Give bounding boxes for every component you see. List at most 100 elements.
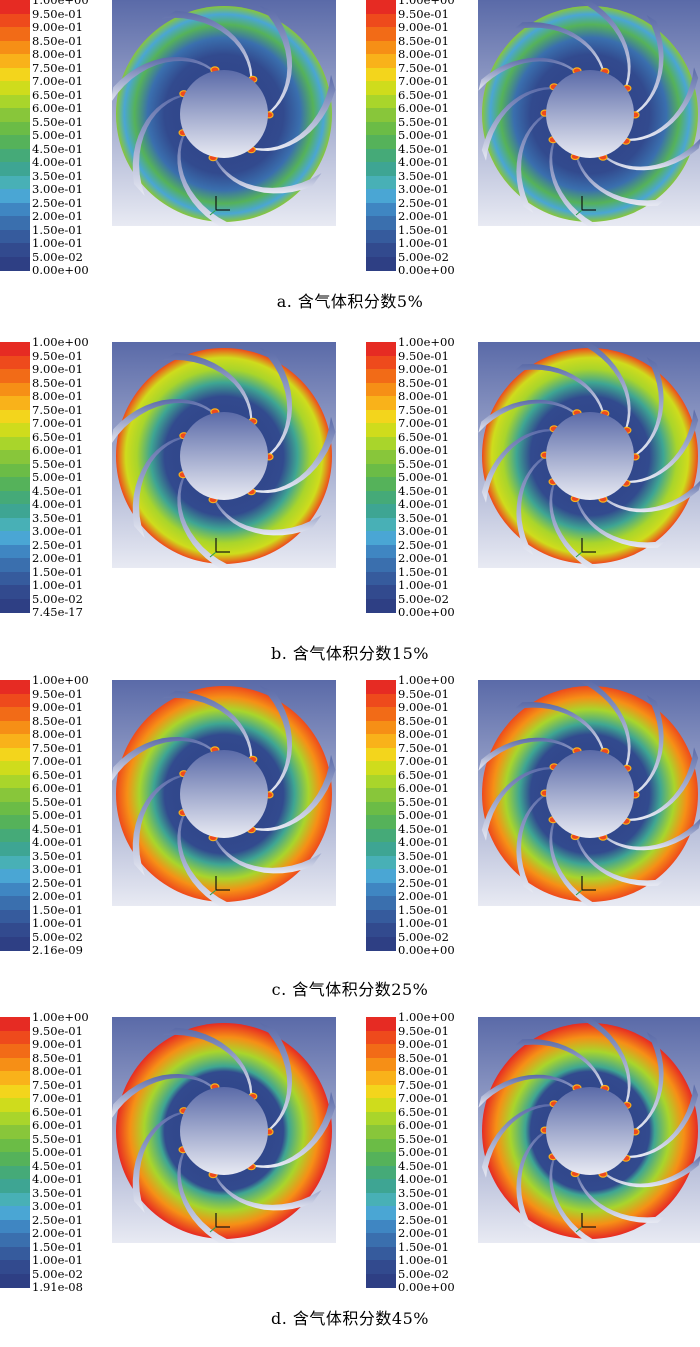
colorbar-segment bbox=[366, 202, 396, 217]
colorbar-segment bbox=[0, 490, 30, 505]
figure-row-d: 1.00e+00 9.50e-01 9.00e-01 8.50e-01 8.00e-01… bbox=[0, 1011, 700, 1347]
colorbar-tick-label: 5.00e-02 bbox=[32, 929, 83, 944]
axis-triad-icon bbox=[209, 1213, 230, 1233]
colorbar-tick-label: 1.00e+00 bbox=[32, 0, 89, 7]
colorbar-tick-label: 0.00e+00 bbox=[398, 263, 455, 277]
colorbar-segment bbox=[366, 585, 396, 599]
colorbar-tick-label: 7.50e-01 bbox=[32, 402, 83, 417]
colorbar-tick-label: 7.00e-01 bbox=[32, 1091, 83, 1105]
colorbar-segment bbox=[366, 828, 396, 843]
colorbar-segment bbox=[366, 1098, 396, 1112]
blade bbox=[161, 352, 253, 425]
blade bbox=[575, 1170, 667, 1223]
blade bbox=[601, 138, 700, 171]
colorbar-segment bbox=[0, 94, 30, 109]
colorbar-tick-label: 1.50e-01 bbox=[398, 222, 449, 237]
colorbar-segment bbox=[366, 504, 396, 518]
blade bbox=[478, 737, 579, 771]
colorbar-segment bbox=[0, 855, 30, 870]
colorbar-segment bbox=[0, 1206, 30, 1220]
blade bbox=[112, 57, 217, 101]
colorbar-tick-label: 6.00e-01 bbox=[32, 781, 83, 795]
colorbar-segment bbox=[0, 436, 30, 451]
colorbar-tick-label: 4.00e-01 bbox=[32, 155, 83, 169]
colorbar-segment bbox=[0, 693, 30, 708]
blade bbox=[132, 435, 188, 538]
colorbar-tick-label: 3.50e-01 bbox=[32, 168, 83, 183]
colorbar-segment bbox=[366, 1179, 396, 1193]
colorbar-tick-label: 3.50e-01 bbox=[398, 168, 449, 183]
colorbar-tick-label: 6.00e-01 bbox=[398, 1118, 449, 1132]
blade bbox=[478, 57, 579, 91]
colorbar-tick-label: 0.00e+00 bbox=[398, 605, 455, 619]
colorbar-segment bbox=[366, 450, 396, 464]
colorbar-segment bbox=[0, 135, 30, 149]
blade bbox=[481, 1104, 558, 1178]
colorbar-tick-label: 4.50e-01 bbox=[398, 141, 449, 156]
colorbar-segment bbox=[366, 815, 396, 829]
colorbar-tick-label: 2.00e-01 bbox=[398, 889, 449, 903]
colorbar-tick-label: 5.00e-02 bbox=[398, 591, 449, 606]
colorbar-tick-label: 7.50e-01 bbox=[398, 402, 449, 417]
colorbar-tick-label: 2.50e-01 bbox=[32, 1212, 83, 1227]
colorbar-segment bbox=[0, 896, 30, 910]
colorbar-segment bbox=[366, 27, 396, 41]
colorbar-tick-label: 6.00e-01 bbox=[32, 101, 83, 115]
blade bbox=[478, 399, 579, 433]
colorbar-tick-label: 6.00e-01 bbox=[398, 101, 449, 115]
colorbar-tick-label: 4.50e-01 bbox=[398, 483, 449, 498]
colorbar-segment bbox=[0, 81, 30, 95]
impeller-contour-right bbox=[478, 342, 700, 568]
axis-triad-icon bbox=[575, 538, 596, 558]
blade bbox=[631, 1032, 664, 1134]
colorbar-segment bbox=[0, 1246, 30, 1261]
colorbar-segment bbox=[366, 436, 396, 451]
impeller-contour bbox=[478, 680, 700, 906]
colorbar-segment bbox=[366, 869, 396, 883]
colorbar-tick-label: 9.00e-01 bbox=[32, 1037, 83, 1051]
colorbar-segment bbox=[366, 1192, 396, 1207]
colorbar-segment bbox=[366, 1273, 396, 1288]
blade bbox=[132, 773, 188, 876]
colorbar-tick-label: 6.00e-01 bbox=[398, 781, 449, 795]
blade bbox=[601, 480, 700, 513]
colorbar-segment bbox=[366, 680, 396, 694]
colorbar-segment bbox=[366, 909, 396, 924]
colorbar-segment bbox=[366, 409, 396, 424]
colorbar-segment bbox=[366, 477, 396, 491]
colorbar-segment bbox=[366, 801, 396, 816]
axis-triad-icon bbox=[209, 538, 230, 558]
blades bbox=[478, 1017, 700, 1243]
colorbar-segment bbox=[366, 1246, 396, 1261]
colorbar-tick-label: 7.50e-01 bbox=[398, 1077, 449, 1092]
colorbar-tick-label: 3.00e-01 bbox=[32, 182, 83, 196]
impeller-contour bbox=[112, 0, 336, 226]
colorbar-tick-label: 3.50e-01 bbox=[398, 1185, 449, 1200]
blade bbox=[601, 1155, 700, 1188]
colorbar-segment bbox=[366, 1152, 396, 1166]
colorbar-tick-label: 5.00e-01 bbox=[32, 128, 83, 142]
caption: d. 含气体积分数45% bbox=[271, 1309, 429, 1328]
colorbar-tick-label: 8.00e-01 bbox=[32, 727, 83, 741]
colorbar-segment bbox=[0, 1057, 30, 1072]
colorbar-tick-label: 1.50e-01 bbox=[398, 564, 449, 579]
colorbar-tick-label: 2.00e-01 bbox=[32, 551, 83, 565]
colorbar-tick-label: 5.50e-01 bbox=[398, 1131, 449, 1146]
blade bbox=[622, 67, 699, 141]
colorbar-segment bbox=[0, 54, 30, 68]
colorbar-tick-label: 8.00e-01 bbox=[398, 1064, 449, 1078]
colorbar-segment bbox=[366, 1071, 396, 1085]
colorbar-segment bbox=[0, 1071, 30, 1085]
colorbar-segment bbox=[366, 936, 396, 951]
colorbar-segment bbox=[366, 598, 396, 613]
colorbar-segment bbox=[0, 1098, 30, 1112]
colorbar-tick-label: 5.00e-02 bbox=[32, 591, 83, 606]
colorbar-tick-label: 7.00e-01 bbox=[398, 74, 449, 88]
impeller-contour-left bbox=[112, 1017, 336, 1243]
colorbar-segment bbox=[0, 815, 30, 829]
colorbar-tick-label: 4.50e-01 bbox=[32, 821, 83, 836]
blade bbox=[549, 1154, 600, 1243]
colorbar-segment bbox=[0, 517, 30, 532]
colorbar-tick-label: 2.00e-01 bbox=[398, 551, 449, 565]
colorbar-segment bbox=[366, 1084, 396, 1099]
